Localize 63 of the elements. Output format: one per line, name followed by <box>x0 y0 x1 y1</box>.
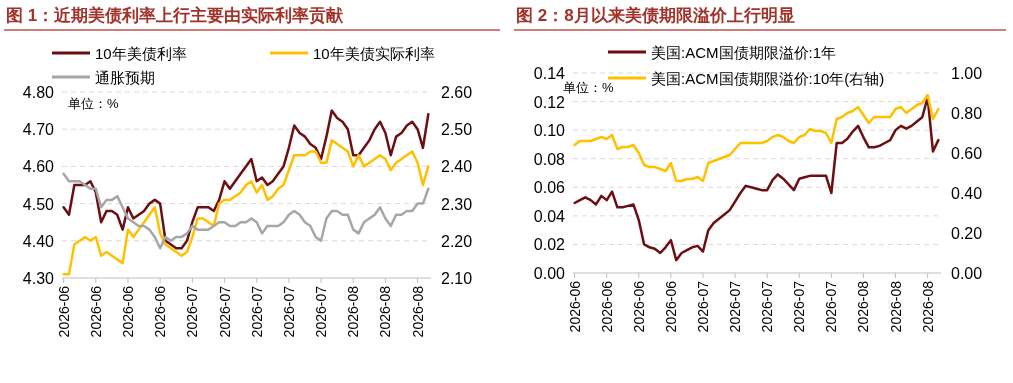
legend-label: 10年美债利率 <box>95 45 187 62</box>
line-series <box>62 109 430 250</box>
y-tick-label: 4.40 <box>22 232 55 250</box>
x-tick-label: 2026-06 <box>598 280 615 333</box>
x-tick-label: 2026-07 <box>313 285 330 338</box>
x-tick-label: 2026-07 <box>791 280 808 333</box>
annotation: 单位：% <box>563 80 614 95</box>
x-tick-label: 2026-07 <box>248 285 265 338</box>
x-tick-label: 2026-06 <box>566 280 583 333</box>
x-tick-label: 2026-06 <box>152 285 169 338</box>
y2-tick-label: 2.20 <box>441 232 473 250</box>
x-tick-label: 2026-08 <box>409 285 426 338</box>
y-tick-label: 0.06 <box>533 179 566 197</box>
x-tick-label: 2026-06 <box>55 285 72 338</box>
x-tick-label: 2026-07 <box>727 280 744 333</box>
x-tick-label: 2026-06 <box>630 280 647 333</box>
x-tick-label: 2026-07 <box>184 285 201 338</box>
y2-tick-label: 1.00 <box>951 65 983 82</box>
x-tick-label: 2026-07 <box>823 280 840 333</box>
y-tick-label: 4.80 <box>22 84 55 101</box>
y2-tick-label: 2.50 <box>441 121 473 139</box>
y-tick-label: 4.50 <box>22 195 55 213</box>
legend-label: 通胀预期 <box>95 69 155 86</box>
x-tick-label: 2026-08 <box>887 280 904 333</box>
y2-tick-label: 0.40 <box>951 185 983 202</box>
y-tick-label: 0.00 <box>533 265 566 282</box>
x-tick-label: 2026-07 <box>759 280 776 333</box>
legend-label: 美国:ACM国债期限溢价:1年 <box>651 44 837 61</box>
annotation: 单位：% <box>68 96 119 111</box>
line-series <box>62 172 430 250</box>
legend-label: 美国:ACM国债期限溢价:10年(右轴) <box>651 70 885 87</box>
x-tick-label: 2026-08 <box>919 280 936 333</box>
x-tick-label: 2026-07 <box>694 280 711 333</box>
y2-tick-label: 2.60 <box>441 84 473 101</box>
y2-tick-label: 2.10 <box>441 270 473 287</box>
chart-title: 图 1：近期美债利率上行主要由实际利率贡献 <box>6 6 345 25</box>
y2-tick-label: 0.80 <box>951 105 983 122</box>
y-tick-label: 0.14 <box>533 65 566 82</box>
x-tick-label: 2026-08 <box>345 285 362 338</box>
y-tick-label: 0.04 <box>533 207 566 225</box>
line-series <box>573 96 940 262</box>
y-tick-label: 4.60 <box>22 158 55 176</box>
y-tick-label: 4.30 <box>22 270 55 287</box>
y2-tick-label: 0.20 <box>951 225 983 242</box>
legend-label: 10年美债实际利率 <box>313 45 435 62</box>
y2-tick-label: 2.40 <box>441 158 473 176</box>
y-tick-label: 0.12 <box>533 93 566 111</box>
x-tick-label: 2026-06 <box>87 285 104 338</box>
x-tick-label: 2026-07 <box>216 285 233 338</box>
y2-tick-label: 0.00 <box>951 265 983 282</box>
line-series <box>573 93 940 183</box>
x-tick-label: 2026-06 <box>662 280 679 333</box>
x-tick-label: 2026-07 <box>280 285 297 338</box>
y2-tick-label: 2.30 <box>441 195 473 213</box>
y-tick-label: 0.08 <box>533 150 566 168</box>
y-tick-label: 4.70 <box>22 121 55 139</box>
y-tick-label: 0.02 <box>533 236 566 254</box>
chart-title: 图 2：8月以来美债期限溢价上行明显 <box>516 6 795 25</box>
y2-tick-label: 0.60 <box>951 145 983 162</box>
x-tick-label: 2026-08 <box>377 285 394 338</box>
x-tick-label: 2026-06 <box>119 285 136 338</box>
y-tick-label: 0.10 <box>533 122 566 140</box>
x-tick-label: 2026-08 <box>855 280 872 333</box>
